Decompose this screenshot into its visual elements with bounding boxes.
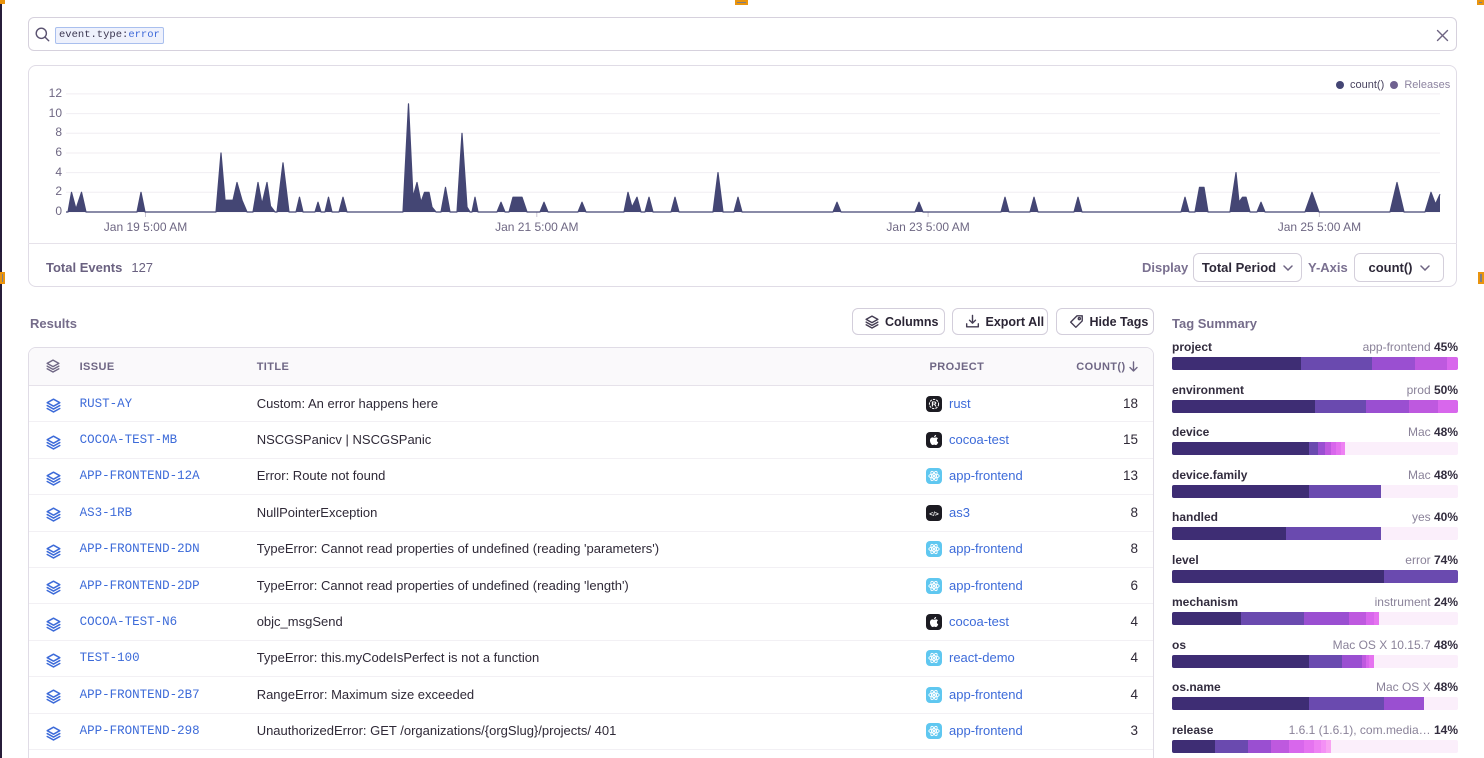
svg-text:</>: </> <box>929 511 939 518</box>
svg-text:R: R <box>931 399 937 408</box>
